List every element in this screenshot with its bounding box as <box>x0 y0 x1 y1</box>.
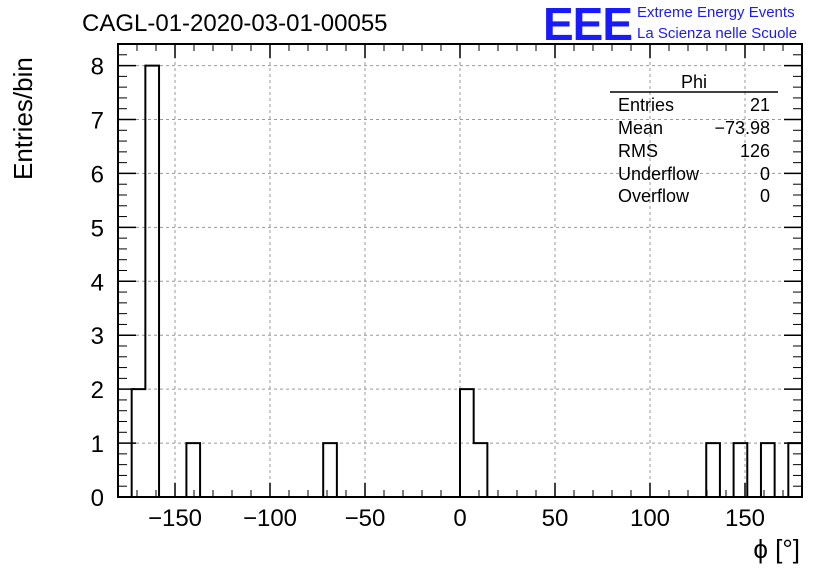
x-tick-label: 50 <box>542 505 569 532</box>
stats-label-underflow: Underflow <box>618 164 700 184</box>
y-tick-label: 3 <box>91 323 104 350</box>
y-tick-label: 2 <box>91 377 104 404</box>
y-tick-label: 1 <box>91 431 104 458</box>
stats-label-entries: Entries <box>618 95 674 115</box>
stats-label-rms: RMS <box>618 141 658 161</box>
y-tick-label: 6 <box>91 161 104 188</box>
y-tick-label: 7 <box>91 108 104 135</box>
stats-value-mean: −73.98 <box>714 118 770 138</box>
x-tick-label: 0 <box>453 505 466 532</box>
y-tick-label: 4 <box>91 269 104 296</box>
y-tick-label: 8 <box>91 54 104 81</box>
x-tick-labels: −150 −100 −50 0 50 100 150 <box>148 505 765 532</box>
stats-box: Phi Entries 21 Mean −73.98 RMS 126 Under… <box>610 72 778 206</box>
histogram-bin <box>706 443 720 497</box>
histogram-bin <box>323 443 337 497</box>
x-tick-label: −150 <box>148 505 202 532</box>
stats-value-overflow: 0 <box>760 186 770 206</box>
stats-title: Phi <box>681 72 707 92</box>
histogram-bin <box>788 443 802 497</box>
histogram-bin <box>474 443 488 497</box>
eee-logo: EEE <box>543 0 633 50</box>
x-axis-title: ϕ [°] <box>753 534 800 564</box>
org-name-line2: La Scienza nelle Scuole <box>637 25 798 42</box>
org-name-line1: Extreme Energy Events <box>637 4 795 21</box>
y-tick-labels: 0 1 2 3 4 5 6 7 8 <box>91 54 104 512</box>
y-axis-title: Entries/bin <box>8 57 38 180</box>
stats-value-entries: 21 <box>750 95 770 115</box>
x-tick-label: −50 <box>345 505 386 532</box>
stats-value-underflow: 0 <box>760 164 770 184</box>
stats-label-overflow: Overflow <box>618 186 690 206</box>
x-tick-label: −100 <box>243 505 297 532</box>
y-tick-label: 0 <box>91 485 104 512</box>
histogram-outline <box>118 64 802 498</box>
stats-label-mean: Mean <box>618 118 663 138</box>
x-tick-label: 100 <box>630 505 670 532</box>
histogram-bin <box>186 443 200 497</box>
chart-title: CAGL-01-2020-03-01-00055 <box>82 10 388 37</box>
stats-value-rms: 126 <box>740 141 770 161</box>
x-tick-label: 150 <box>725 505 765 532</box>
histogram-bin <box>761 443 775 497</box>
y-tick-label: 5 <box>91 215 104 242</box>
axis-ticks <box>117 43 803 498</box>
